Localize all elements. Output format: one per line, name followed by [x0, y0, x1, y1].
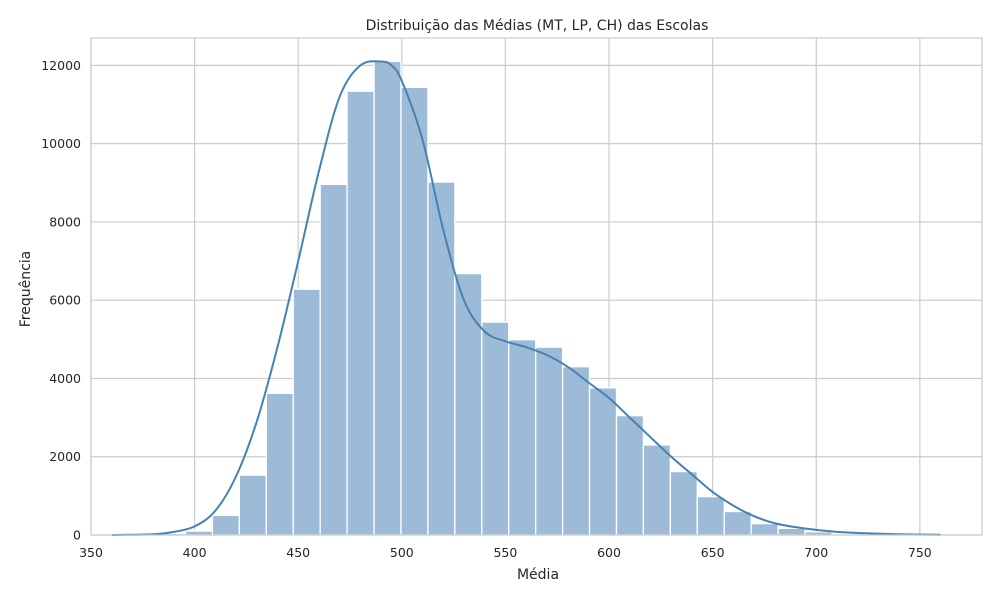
x-tick-label: 450 — [286, 545, 310, 560]
histogram-bar — [400, 86, 429, 536]
x-tick-label: 500 — [390, 545, 414, 560]
y-tick-label: 6000 — [49, 293, 81, 308]
y-tick-labels: 0 2000 4000 6000 8000 10000 12000 — [41, 58, 81, 543]
x-tick-label: 650 — [701, 545, 725, 560]
y-tick-label: 8000 — [49, 214, 81, 229]
y-tick-label: 4000 — [49, 371, 81, 386]
histogram-bar — [319, 183, 348, 536]
x-axis-label: Média — [517, 567, 559, 583]
histogram-bar — [481, 321, 510, 536]
histogram-bar — [508, 339, 537, 536]
histogram-bar — [535, 346, 564, 536]
x-tick-label: 550 — [493, 545, 517, 560]
histogram-bar — [561, 366, 591, 536]
histogram-bar — [750, 523, 779, 536]
histogram-bar — [265, 392, 294, 536]
kde-curve — [111, 60, 941, 536]
y-tick-label: 0 — [73, 528, 81, 543]
chart-title: Distribuição das Médias (MT, LP, CH) das… — [366, 18, 709, 34]
y-tick-label: 12000 — [41, 58, 81, 73]
histogram-bar — [615, 414, 645, 536]
histogram-bar — [292, 288, 321, 536]
histogram-bar — [211, 514, 241, 536]
y-axis-label: Frequência — [18, 251, 34, 328]
histogram-bar — [642, 444, 672, 536]
kde-curve-group — [111, 60, 941, 536]
x-tick-labels: 350 400 450 500 550 600 650 700 750 — [79, 545, 932, 560]
histogram-bar — [669, 470, 698, 536]
x-tick-label: 350 — [79, 545, 103, 560]
histogram-bar — [777, 527, 806, 536]
x-tick-label: 700 — [804, 545, 828, 560]
histogram-bar — [427, 181, 456, 536]
histogram-bars — [104, 60, 941, 536]
x-tick-label: 750 — [908, 545, 932, 560]
plot-frame — [90, 37, 983, 536]
histogram-bar — [454, 272, 483, 536]
histogram-bar — [696, 495, 725, 536]
y-tick-label: 10000 — [41, 136, 81, 151]
histogram-bar — [346, 90, 375, 536]
histogram-bar — [588, 387, 618, 536]
histogram-bar — [373, 60, 402, 536]
histogram-bar — [238, 474, 267, 536]
x-tick-label: 400 — [183, 545, 207, 560]
histogram-bar — [723, 510, 752, 536]
x-tick-label: 600 — [597, 545, 621, 560]
y-tick-label: 2000 — [49, 449, 81, 464]
